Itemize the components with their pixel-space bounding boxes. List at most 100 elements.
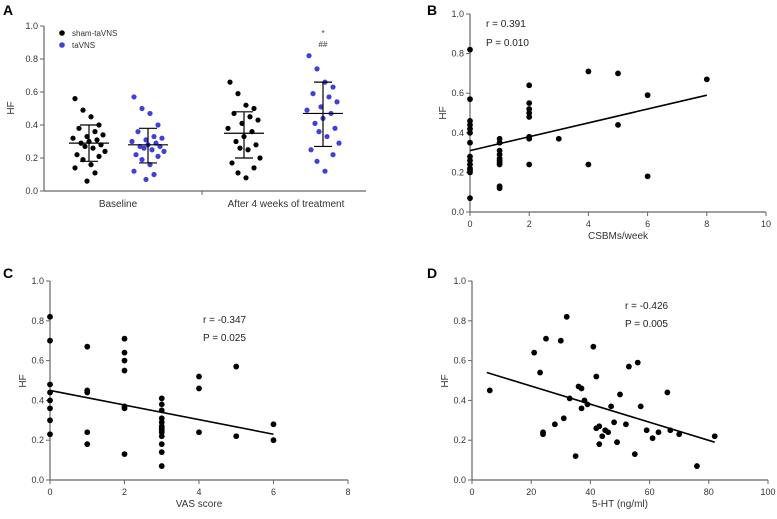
panel-d-data-point	[531, 349, 538, 356]
panel-d-data-point	[486, 387, 493, 394]
panel-b-xtick-label: 10	[761, 219, 771, 229]
panel-c-data-point	[84, 441, 91, 448]
panel-c-xtick-label: 0	[47, 487, 52, 497]
panel-a: A 0.0 0.2 0.4 0.6 0.8 1.0 HF Baseline After 4…	[3, 2, 366, 210]
panel-d-ytick-label: 0.8	[453, 316, 466, 326]
panel-a-data-point	[135, 129, 141, 135]
panel-d-ytick-label: 0.6	[453, 356, 466, 366]
panel-a-data-point	[334, 99, 340, 105]
panel-c-xtick-label: 6	[271, 487, 276, 497]
panel-a-data-point	[151, 171, 157, 178]
panel-a-data-point	[310, 91, 316, 97]
panel-a-data-point	[314, 66, 320, 72]
panel-d-data-point	[537, 369, 543, 376]
panel-a-data-point	[88, 114, 94, 120]
panel-b-ytick-label: 0.0	[451, 207, 464, 217]
panel-c-p-value: P = 0.025	[203, 333, 246, 344]
panel-a-data-point	[141, 145, 147, 151]
panel-d-data-point	[617, 391, 623, 398]
panel-a-data-point	[227, 79, 233, 85]
panel-a-data-point	[257, 155, 263, 161]
panel-d-xtick-label: 0	[469, 487, 474, 497]
panel-a-data-point	[243, 102, 249, 108]
panel-b-ytick-label: 0.4	[451, 128, 464, 138]
panel-a-data-point	[149, 147, 155, 153]
panel-a-data-point	[255, 117, 261, 123]
panel-d-data-point	[643, 427, 650, 434]
panel-d-data-point	[557, 337, 564, 344]
panel-c-data-point	[47, 405, 53, 412]
panel-b-xtick-label: 4	[586, 219, 591, 229]
panel-d-data-point	[634, 359, 641, 366]
panel-a-data-point	[306, 53, 312, 59]
panel-d-ytick-label: 0.4	[453, 395, 466, 405]
panel-d-xtick-label: 40	[585, 487, 595, 497]
panel-d-letter: D	[427, 265, 437, 281]
panel-a-data-point	[235, 91, 241, 97]
panel-a-data-point	[90, 145, 96, 151]
panel-a-ytick-label: 0.8	[25, 54, 38, 64]
panel-a-data-point	[326, 94, 332, 100]
panel-b-data-point	[644, 173, 651, 180]
panel-b-ytick-label: 0.6	[451, 88, 464, 98]
panel-a-ytick-label: 0.2	[25, 153, 38, 163]
panel-c-data-point	[84, 429, 91, 436]
panel-d-data-point	[694, 463, 700, 469]
panel-a-data-point	[308, 147, 314, 153]
panel-a-data-point	[84, 133, 90, 140]
panel-b-data-point	[615, 70, 621, 77]
panel-b-data-point	[644, 92, 651, 99]
panel-b-data-point	[526, 82, 533, 89]
panel-c-data-point	[158, 401, 165, 408]
panel-b-letter: B	[427, 2, 437, 18]
panel-c-ytick-label: 1.0	[31, 276, 44, 286]
panel-a-data-point	[155, 122, 161, 128]
panel-d-x-label: 5-HT (ng/ml)	[592, 499, 648, 510]
panel-c-y-label: HF	[18, 374, 29, 387]
panel-d-data-point	[623, 421, 629, 428]
panel-a-data-point	[143, 137, 149, 143]
panel-b-data-point	[496, 161, 503, 168]
panel-b-xtick-label: 8	[704, 219, 709, 229]
panel-d-data-point	[676, 431, 683, 438]
panel-d-data-point	[551, 421, 558, 428]
panel-b-p-value: P = 0.010	[486, 38, 529, 49]
panel-b-data-point	[467, 169, 473, 176]
panel-b-data-point	[615, 121, 621, 128]
panel-a-y-label: HF	[6, 101, 17, 114]
panel-c-r-value: r = -0.347	[203, 315, 247, 326]
panel-a-ytick-label: 0.4	[25, 120, 38, 130]
panel-a-data-point	[88, 162, 94, 168]
panel-c-xtick-label: 2	[122, 487, 127, 497]
panel-a-data-point	[251, 105, 257, 112]
panel-a-data-point	[225, 125, 231, 131]
panel-a-data-point	[155, 153, 161, 159]
panel-a-data-point	[96, 122, 102, 128]
panel-d-data-point	[572, 453, 579, 460]
panel-c-data-point	[270, 437, 277, 444]
panel-c-data-point	[84, 343, 91, 350]
panel-c-data-point	[121, 405, 128, 412]
panel-a-category-after: After 4 weeks of treatment	[228, 199, 345, 210]
panel-a-data-point	[330, 84, 336, 90]
panel-b-x-label: CSBMs/week	[588, 231, 649, 242]
panel-c-data-point	[121, 451, 128, 458]
panel-a-data-point	[139, 157, 145, 163]
panel-b-data-point	[526, 114, 533, 120]
panel-d-data-point	[578, 385, 585, 392]
panel-c-xtick-label: 8	[345, 487, 350, 497]
panel-a-data-point	[143, 176, 149, 183]
panel-d-xtick-label: 100	[760, 487, 775, 497]
panel-c-data-point	[47, 417, 53, 424]
panel-a-data-point	[82, 143, 88, 150]
panel-b-data-point	[526, 100, 533, 106]
panel-a-data-point	[131, 94, 137, 100]
legend-marker-tavns	[59, 42, 65, 48]
panel-c-regression-line	[49, 389, 274, 436]
panel-b-data-point	[585, 68, 592, 75]
panel-a-data-point	[251, 165, 257, 171]
panel-b-data-point	[467, 96, 473, 103]
panel-a-data-point	[237, 145, 243, 151]
panel-b-ytick-label: 1.0	[451, 9, 464, 19]
